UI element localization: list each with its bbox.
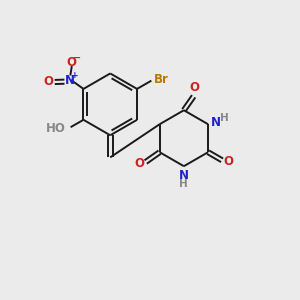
Text: O: O xyxy=(67,56,77,69)
Text: Br: Br xyxy=(154,73,169,86)
Text: O: O xyxy=(134,157,144,170)
Text: N: N xyxy=(211,116,221,129)
Text: O: O xyxy=(224,155,234,168)
Text: HO: HO xyxy=(45,122,65,135)
Text: +: + xyxy=(71,71,79,80)
Text: H: H xyxy=(179,178,188,189)
Text: N: N xyxy=(179,169,189,182)
Text: −: − xyxy=(73,53,81,63)
Text: H: H xyxy=(220,113,229,123)
Text: O: O xyxy=(44,76,54,88)
Text: O: O xyxy=(189,81,199,94)
Text: N: N xyxy=(64,74,74,87)
